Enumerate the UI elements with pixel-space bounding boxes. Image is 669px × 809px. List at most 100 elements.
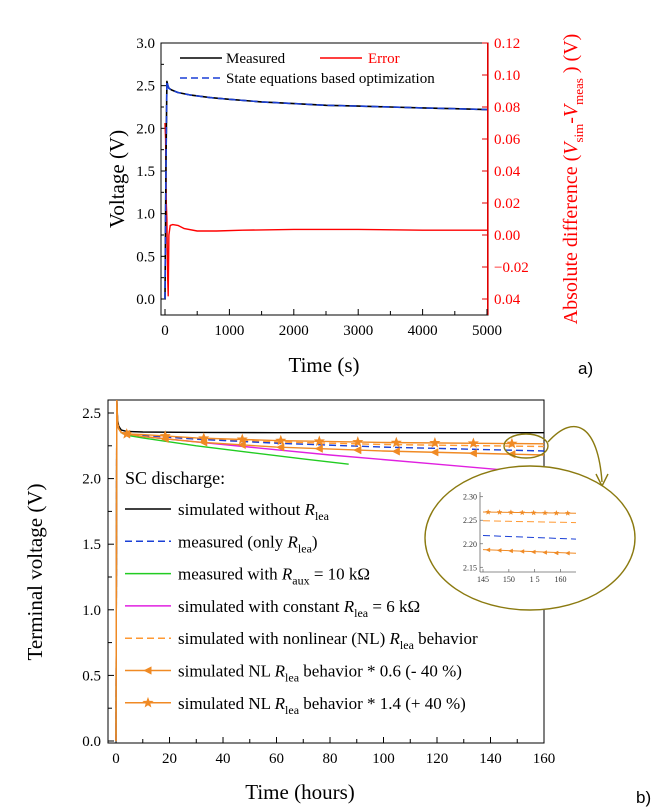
panel-b-label: b) (636, 788, 651, 807)
a-y2tick-label: −0.02 (494, 260, 529, 276)
legend-label-error: Error (368, 51, 400, 67)
inset-series (482, 508, 576, 556)
panel-a-xlabel: Time (s) (289, 353, 360, 377)
b-series-marker-5 (314, 444, 323, 453)
inset-xtick-label: 150 (503, 575, 515, 584)
a-series-error (164, 122, 487, 297)
b-series-marker-6 (198, 432, 210, 443)
b-xtick-label: 80 (323, 751, 338, 767)
b-xtick-label: 100 (372, 751, 395, 767)
b-series-marker-6 (236, 433, 248, 445)
a-xtick-label: 0 (161, 323, 169, 339)
legend-title: SC discharge: (125, 468, 225, 488)
a-y2tick-label: 0.08 (494, 100, 520, 116)
a-y2tick-label: 0.12 (494, 36, 520, 52)
b-series-marker-6 (390, 436, 402, 448)
panel-a-legend: Measured Error State equations based opt… (180, 51, 435, 87)
a-ytick-label: 3.0 (136, 36, 155, 52)
panel-b-xlabel: Time (hours) (245, 780, 354, 804)
b-series-marker-5 (237, 440, 246, 449)
a-ytick-label: 1.5 (136, 164, 155, 180)
a-ytick-label: 1.0 (136, 207, 155, 223)
inset-series-marker-5 (553, 550, 559, 556)
b-ytick-label: 0.0 (82, 734, 101, 750)
inset-ytick-label: 2.30 (463, 493, 477, 502)
b-ytick-label: 0.5 (82, 668, 101, 684)
callout-ellipse (503, 433, 549, 459)
b-series-marker-6 (352, 436, 364, 447)
inset-series-marker-6 (496, 509, 503, 515)
inset-series-marker-5 (542, 550, 547, 555)
inset-series-marker-6 (541, 509, 549, 516)
b-series-marker-6 (275, 434, 287, 446)
inset-xtick-label: 1 5 (530, 575, 540, 584)
b-series-marker-6 (313, 435, 325, 447)
b-xtick-label: 20 (162, 751, 177, 767)
a-ytick-label: 0.5 (136, 249, 155, 265)
a-xtick-label: 4000 (408, 323, 438, 339)
a-series-state-equations-based-optimization (164, 80, 488, 300)
b-series-marker-5 (391, 447, 400, 456)
a-xtick-label: 1000 (214, 323, 244, 339)
panel-b-ylabel: Terminal voltage (V) (23, 484, 47, 661)
inset-ytick-label: 2.15 (463, 563, 477, 572)
a-y2tick-label: 0.02 (494, 196, 520, 212)
b-xtick-label: 140 (479, 751, 502, 767)
b-series-marker-6 (467, 437, 479, 448)
legend-label-1: measured (only Rlea) (178, 532, 318, 555)
inset-ellipse (424, 465, 636, 611)
panel-b-left-ticks: 0.0 0.5 1.0 1.5 2.0 2.5 (82, 406, 114, 750)
a-y2tick-label: 0.10 (494, 68, 520, 84)
a-xtick-label: 3000 (343, 323, 373, 339)
legend-label-5: simulated NL Rlea behavior * 0.6 (- 40 %… (178, 662, 462, 685)
b-ytick-label: 2.5 (82, 406, 101, 422)
legend-label-measured: Measured (226, 51, 286, 67)
inset-series-marker-5 (496, 548, 502, 553)
inset-xtick-label: 145 (477, 575, 489, 584)
inset-series-marker-5 (508, 548, 513, 554)
inset-series-marker-6 (553, 509, 560, 516)
panel-a-right-axis-line (487, 43, 489, 315)
legend-marker-5 (143, 666, 152, 675)
panel-a-series (164, 80, 488, 300)
callout-connector (547, 425, 603, 483)
a-y2tick-label: 0.04 (494, 164, 521, 180)
b-series-marker-5 (276, 443, 285, 452)
panel-a-y2label: Absolute difference (Vsim-Vmeas ) (V) (560, 34, 586, 325)
b-xtick-label: 120 (426, 751, 449, 767)
inset-ytick-label: 2.20 (463, 540, 477, 549)
b-series-marker-6 (429, 437, 441, 448)
a-xtick-label: 5000 (472, 323, 502, 339)
legend-marker-6 (142, 696, 154, 708)
inset-series-marker-5 (485, 547, 491, 553)
inset-ytick-label: 2.25 (463, 516, 477, 525)
b-series-marker-5 (468, 449, 477, 458)
inset-ticks: 2.15 2.20 2.25 2.30 145 150 1 5 160 (463, 493, 567, 584)
legend-label-0: simulated without Rlea (178, 500, 330, 523)
a-xtick-label: 2000 (279, 323, 309, 339)
inset-zoom: 2.15 2.20 2.25 2.30 145 150 1 5 160 (424, 465, 636, 611)
inset-series-marker-6 (507, 509, 514, 515)
inset-series-marker-6 (485, 508, 492, 515)
legend-label-3: simulated with constant Rlea = 6 kΩ (178, 597, 420, 620)
b-xtick-label: 40 (216, 751, 231, 767)
b-series-marker-5 (430, 448, 439, 457)
inset-series-marker-5 (519, 549, 525, 554)
panel-a-left-ticks: 0.0 0.5 1.0 1.5 2.0 2.5 3.0 (136, 36, 166, 308)
b-ytick-label: 2.0 (82, 472, 101, 488)
b-series-marker-6 (121, 428, 133, 439)
a-y2tick-label: 0.00 (494, 228, 520, 244)
panel-a-bottom-ticks: 0 1000 2000 3000 4000 5000 (161, 309, 502, 339)
inset-series-marker-6 (530, 509, 537, 516)
b-series-marker-6 (506, 437, 518, 449)
a-y2tick-label: 0.06 (494, 132, 521, 148)
panel-b-legend: SC discharge: simulated without Rlea meas… (125, 468, 478, 717)
inset-xtick-label: 160 (555, 575, 567, 584)
panel-a-ylabel: Voltage (V) (105, 130, 129, 228)
legend-label-6: simulated NL Rlea behavior * 1.4 (+ 40 %… (178, 694, 466, 717)
b-series-marker-5 (353, 446, 362, 455)
inset-series-marker-5 (530, 549, 536, 555)
inset-series-marker-5 (565, 550, 570, 556)
a-ytick-label: 2.0 (136, 121, 155, 137)
